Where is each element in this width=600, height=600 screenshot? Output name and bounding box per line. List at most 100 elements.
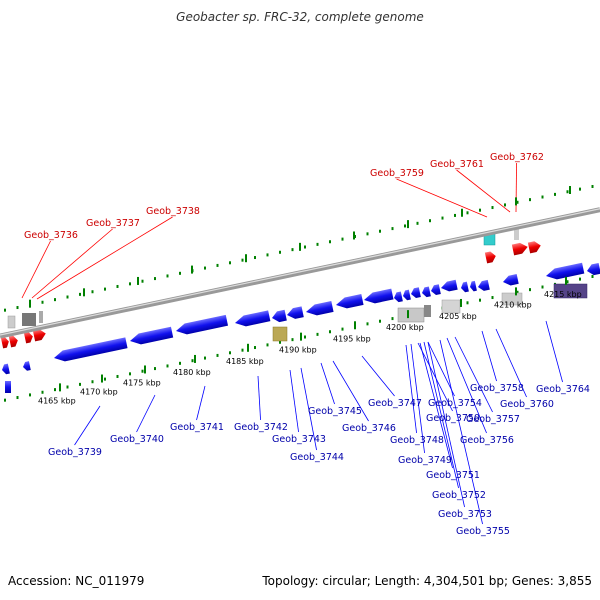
- reverse-gene-label: Geob_3747: [368, 398, 422, 409]
- forward-gene-arrow: [23, 331, 33, 344]
- leader-line: [454, 336, 493, 413]
- tick-dot-upper: [591, 184, 594, 188]
- rna-feature: [22, 313, 36, 326]
- forward-gene-arrow-shape: [32, 329, 46, 342]
- reverse-gene-label: Geob_3749: [398, 455, 452, 466]
- forward-gene-arrow: [511, 242, 528, 256]
- tick-dot-lower: [191, 359, 194, 363]
- tick-dot-upper: [304, 245, 306, 249]
- tick-label: 4205 kbp: [439, 312, 477, 321]
- leader-line: [396, 178, 488, 218]
- tick-dot-upper: [316, 242, 319, 246]
- scale-ticks: 4165 kbp 4170 kbp 4175 kbp 4180 kbp 4185 kbp…: [29, 186, 582, 405]
- tick-dot-upper: [16, 306, 19, 310]
- tick-dot-upper: [104, 287, 106, 291]
- leader-line: [495, 328, 527, 398]
- leader-line: [427, 341, 455, 397]
- tick-dot-lower: [116, 374, 119, 378]
- tick-dot-upper: [141, 279, 144, 283]
- reverse-gene-arrow-shape: [470, 280, 477, 292]
- reverse-gene-label: Geob_3742: [234, 422, 288, 433]
- tick-dots: [4, 184, 594, 402]
- leader-line: [320, 362, 335, 405]
- tick-dot-lower: [254, 346, 256, 350]
- forward-gene-label: Geob_3761: [430, 159, 484, 170]
- forward-gene-arrow-shape: [0, 336, 9, 349]
- reverse-gene-arrow: [422, 286, 431, 298]
- tick-dot-lower: [541, 285, 544, 289]
- forward-gene-arrow: [32, 329, 46, 342]
- rna-feature: [7, 315, 16, 329]
- tick-dot-upper: [54, 298, 56, 302]
- tick-dot-upper: [541, 195, 544, 199]
- tick-label: 4180 kbp: [173, 368, 211, 377]
- tick-dot-upper: [579, 187, 581, 191]
- rna-feature: [514, 229, 519, 240]
- reverse-gene-arrow: [336, 294, 364, 309]
- tick-label: 4170 kbp: [80, 388, 118, 397]
- reverse-gene-arrow: [461, 281, 469, 293]
- leader-line: [289, 369, 299, 433]
- tick-dot-upper: [66, 295, 69, 299]
- reverse-gene-arrow: [394, 291, 403, 303]
- forward-gene-arrow-shape: [23, 331, 33, 344]
- reverse-gene-arrow: [235, 310, 271, 327]
- tick-dot-upper: [166, 274, 169, 278]
- forward-gene-label: Geob_3762: [490, 152, 544, 163]
- tick-dot-lower: [54, 388, 56, 392]
- tick-dot-lower: [29, 393, 31, 397]
- reverse-gene-arrow: [176, 314, 229, 335]
- tick-dot-upper: [566, 190, 569, 194]
- forward-gene-arrow-shape: [484, 251, 496, 264]
- leader-line: [300, 367, 317, 451]
- forward-gene-arrow: [0, 336, 9, 349]
- leader-line: [427, 341, 465, 508]
- leader-line: [439, 339, 483, 525]
- tick-dot-upper: [154, 277, 156, 281]
- reverse-gene-label: Geob_3748: [390, 435, 444, 446]
- gene-labels: Geob_3736 Geob_3737 Geob_3738 Geob_3759 Geob…: [24, 152, 590, 537]
- misc-feature: [553, 283, 588, 299]
- tick-dot-lower: [216, 353, 219, 357]
- reverse-gene-label: Geob_3754: [428, 398, 482, 409]
- tick-label: 4165 kbp: [38, 396, 76, 405]
- backbone-line: [0, 207, 600, 339]
- reverse-gene-arrow-shape: [336, 294, 364, 309]
- tick-dot-lower: [566, 280, 569, 284]
- tick-dot-lower: [166, 364, 169, 368]
- label-leader-lines: [21, 162, 563, 525]
- tick-dot-lower: [329, 330, 331, 334]
- tick-dot-lower: [266, 343, 269, 347]
- leader-line: [410, 343, 425, 454]
- reverse-gene-label: Geob_3753: [438, 509, 492, 520]
- leader-line: [136, 394, 156, 433]
- tick-dot-lower: [104, 377, 106, 381]
- genome-summary-text: Topology: circular; Length: 4,304,501 bp…: [262, 574, 592, 588]
- leader-line: [196, 385, 206, 421]
- tick-dot-lower: [241, 348, 244, 352]
- forward-gene-arrow: [8, 335, 18, 348]
- leader-line: [361, 355, 395, 397]
- forward-gene-label: Geob_3738: [146, 206, 200, 217]
- tick-dot-lower: [141, 369, 144, 373]
- leader-line: [332, 360, 369, 422]
- tick-dot-upper: [479, 208, 481, 212]
- forward-gene-arrow: [527, 241, 541, 254]
- rna-feature: [501, 292, 523, 306]
- reverse-gene-arrow-shape: [2, 363, 10, 375]
- reverse-gene-arrow-shape: [54, 337, 128, 362]
- reverse-gene-arrow-shape: [272, 309, 287, 323]
- tick-dot-lower: [279, 340, 281, 344]
- leader-line: [31, 228, 113, 299]
- reverse-gene-arrow-shape: [176, 314, 229, 335]
- reverse-gene-arrow: [287, 306, 304, 319]
- tick-dot-upper: [241, 258, 244, 262]
- reverse-gene-arrow: [272, 309, 287, 323]
- reverse-gene-arrow-shape: [364, 288, 394, 304]
- tick-dot-upper: [229, 261, 231, 265]
- reverse-gene-arrow: [23, 361, 31, 371]
- reverse-gene-arrow: [364, 288, 394, 304]
- leader-line: [545, 320, 563, 383]
- tick-dot-lower: [304, 335, 306, 339]
